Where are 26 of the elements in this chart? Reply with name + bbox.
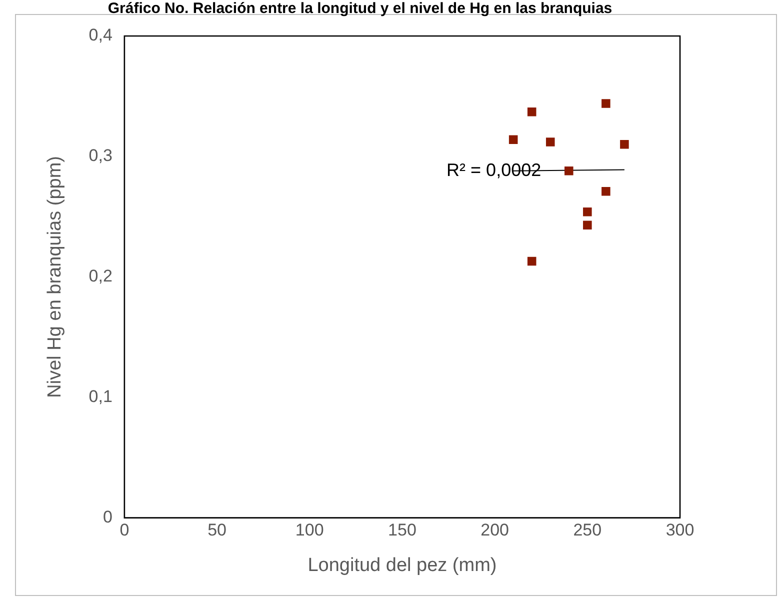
x-tick-label: 0: [120, 520, 130, 540]
point: [602, 99, 610, 108]
y-tick-label: 0,4: [88, 26, 112, 45]
x-axis-title: Longitud del pez (mm): [308, 554, 497, 576]
point: [564, 166, 574, 176]
x-tick-label: 100: [295, 520, 324, 540]
x-tick-label: 250: [573, 520, 602, 540]
point: [583, 207, 592, 216]
point: [602, 186, 610, 196]
point: [620, 140, 629, 149]
x-tick-label: 200: [480, 520, 509, 540]
chart-title: Gráfico No. Relación entre la longitud y el nivel de Hg en las branquias: [108, 0, 612, 18]
point: [583, 220, 592, 230]
x-tick-label: 50: [208, 520, 226, 540]
y-tick-label: 0,1: [88, 387, 112, 406]
point: [546, 138, 555, 146]
annotation: R² = 0,0002: [446, 160, 542, 180]
y-axis-title: Nivel Hg en branquias (ppm): [44, 156, 66, 398]
point: [508, 135, 518, 144]
y-tick-label: 0,3: [88, 146, 112, 166]
point: [527, 256, 536, 266]
y-tick-label: 0: [102, 507, 112, 526]
x-tick-label: 150: [388, 520, 416, 540]
y-tick-label: 0,2: [88, 266, 112, 286]
point: [527, 107, 536, 116]
x-tick-label: 300: [666, 520, 694, 540]
